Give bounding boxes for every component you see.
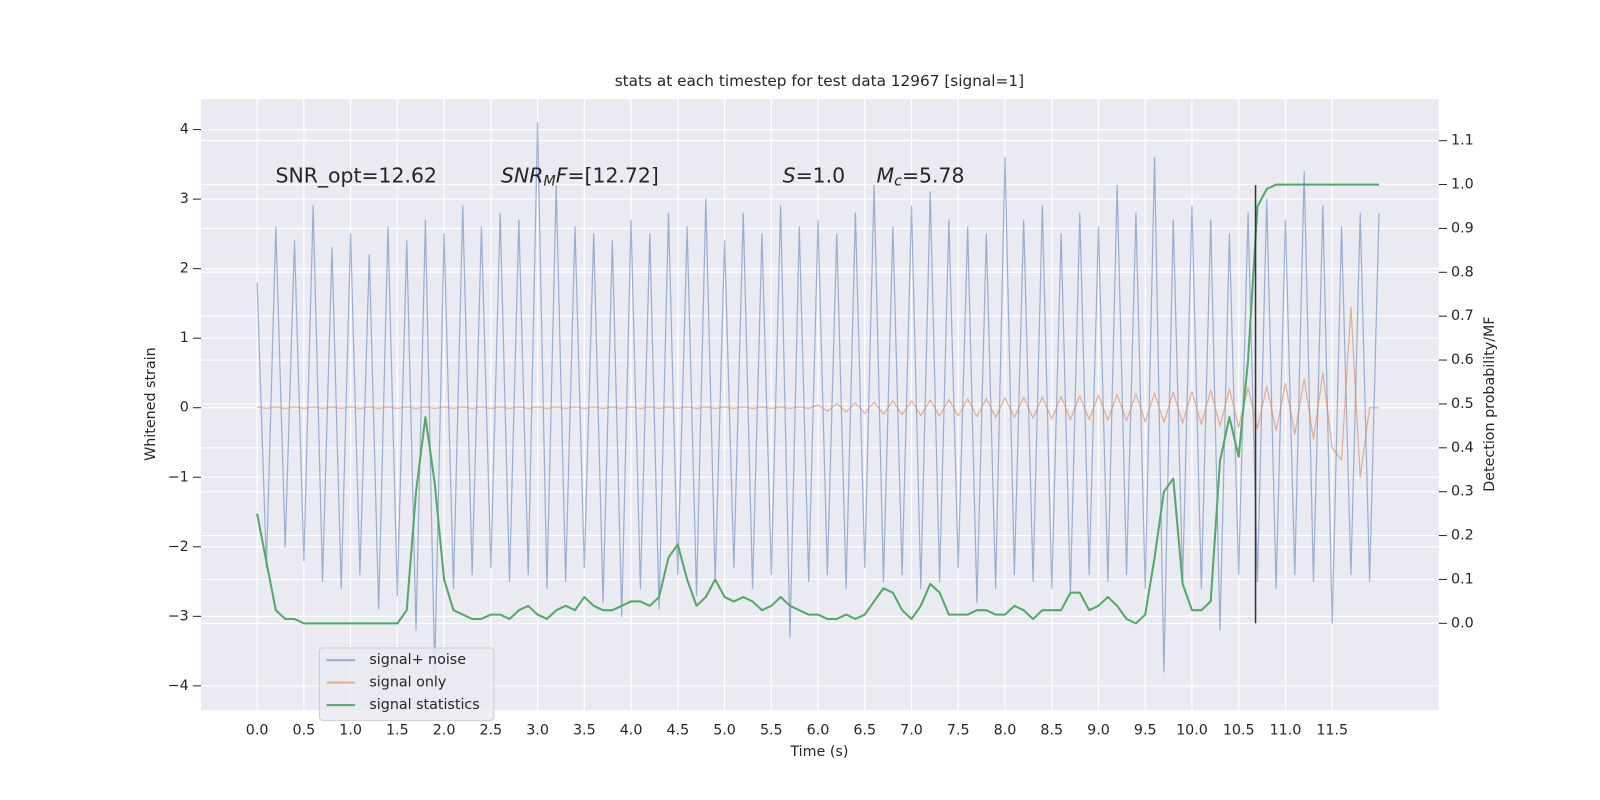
y-tick-label: 1 xyxy=(180,330,189,346)
y2-tick-label: 0.6 xyxy=(1451,352,1474,368)
y-tick-label: −3 xyxy=(168,608,189,624)
y2-tick-label: 0.2 xyxy=(1451,528,1474,544)
x-tick-label: 10.5 xyxy=(1223,723,1255,739)
y-axis-label: Whitened strain xyxy=(143,347,159,461)
y-tick-label: 3 xyxy=(180,191,189,207)
x-tick-label: 2.0 xyxy=(433,723,456,739)
annotation-part: M xyxy=(543,174,555,190)
legend-box xyxy=(318,647,495,721)
y2-tick-label: 0.1 xyxy=(1451,571,1474,587)
x-tick-label: 3.0 xyxy=(526,723,549,739)
x-tick-label: 11.0 xyxy=(1270,723,1302,739)
annotation-part: =5.78 xyxy=(902,164,965,188)
y2-tick-label: 0.5 xyxy=(1451,396,1474,412)
annotation: SNRMF=[12.72] xyxy=(501,164,659,190)
annotation-part: F xyxy=(556,164,568,188)
annotation-part: =[12.72] xyxy=(567,164,658,188)
chart-title: stats at each timestep for test data 129… xyxy=(615,72,1024,90)
x-tick-label: 11.5 xyxy=(1316,723,1348,739)
x-tick-label: 2.5 xyxy=(479,723,502,739)
annotation-part: c xyxy=(894,174,902,190)
y2-tick-label: 0.8 xyxy=(1451,264,1474,280)
y2-tick-label: 0.4 xyxy=(1451,440,1474,456)
y-tick-label: −4 xyxy=(168,678,189,694)
annotation: Mc=5.78 xyxy=(877,164,965,190)
y2-tick-label: 0.0 xyxy=(1451,615,1474,631)
y2-tick-label: 0.7 xyxy=(1451,308,1474,324)
x-tick-label: 5.5 xyxy=(760,723,783,739)
x-tick-label: 3.5 xyxy=(573,723,596,739)
y-tick-label: −2 xyxy=(168,539,189,555)
y2-axis-label: Detection probability/MF xyxy=(1482,316,1498,491)
annotation-part: SNR_opt=12.62 xyxy=(276,164,437,189)
series-line xyxy=(257,306,1379,478)
x-tick-label: 9.5 xyxy=(1134,723,1157,739)
x-tick-label: 4.5 xyxy=(666,723,689,739)
legend-label: signal statistics xyxy=(369,697,479,713)
series-line xyxy=(256,183,1379,625)
annotation-part: S xyxy=(783,164,796,188)
legend-label: signal+ noise xyxy=(369,652,466,668)
x-axis-label: Time (s) xyxy=(789,744,848,760)
x-tick-label: 1.0 xyxy=(339,723,362,739)
annotation: S=1.0 xyxy=(783,164,845,188)
x-tick-label: 8.5 xyxy=(1040,723,1063,739)
x-tick-label: 9.0 xyxy=(1087,723,1110,739)
annotation-part: SNR xyxy=(501,164,543,188)
x-tick-label: 7.0 xyxy=(900,723,923,739)
y2-tick-label: 1.1 xyxy=(1451,133,1474,149)
y-tick-label: 2 xyxy=(180,261,189,277)
legend-label: signal only xyxy=(369,675,446,691)
x-tick-label: 6.0 xyxy=(807,723,830,739)
y2-tick-label: 0.3 xyxy=(1451,484,1474,500)
y2-tick-label: 0.9 xyxy=(1451,220,1474,236)
annotation-part: M xyxy=(877,164,895,188)
x-tick-label: 4.0 xyxy=(620,723,643,739)
x-tick-label: 0.5 xyxy=(293,723,316,739)
x-tick-label: 10.0 xyxy=(1176,723,1208,739)
y-tick-label: 0 xyxy=(180,400,189,416)
series-line xyxy=(256,122,1380,673)
y-tick-label: 4 xyxy=(180,122,189,138)
x-tick-label: 5.0 xyxy=(713,723,736,739)
x-tick-label: 0.0 xyxy=(246,723,269,739)
x-tick-label: 6.5 xyxy=(853,723,876,739)
marks xyxy=(256,122,1380,673)
y-tick-label: −1 xyxy=(168,469,189,485)
annotation-part: =1.0 xyxy=(796,164,846,188)
x-tick-label: 7.5 xyxy=(947,723,970,739)
annotation: SNR_opt=12.62 xyxy=(276,164,437,189)
y2-tick-label: 1.0 xyxy=(1451,177,1474,193)
x-tick-label: 8.0 xyxy=(994,723,1017,739)
x-tick-label: 1.5 xyxy=(386,723,409,739)
